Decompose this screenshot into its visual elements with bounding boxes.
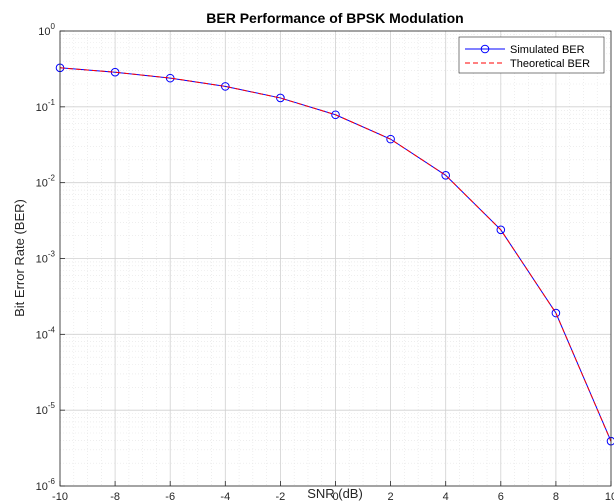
legend-marker-simulated: [480, 44, 490, 54]
x-axis-label: SNR (dB): [307, 486, 363, 501]
series-0-point: [331, 110, 340, 120]
ticks: 10-6 10-5 10-4 10-3 10-2 10-1 100 -10 -8 -6 -4 -2 0 2…: [36, 22, 614, 501]
legend-box: [458, 36, 605, 74]
series-line-1: [59, 67, 612, 442]
y-tick-label: 10-5: [36, 401, 56, 417]
grid: [59, 30, 612, 487]
chart-title: BER Performance of BPSK Modulation: [206, 10, 463, 26]
series-layer: [55, 63, 614, 446]
legend-label-theoretical: Theoretical BER: [510, 58, 590, 70]
series-0-point: [496, 225, 506, 235]
x-tick-label: 8: [553, 491, 559, 501]
series-0-point: [441, 171, 451, 180]
series-0-point: [276, 93, 285, 103]
y-tick-label: 100: [38, 22, 55, 38]
x-tick-label: 4: [443, 491, 449, 501]
x-tick-label: 0: [332, 491, 338, 501]
x-tick-label: -4: [220, 491, 230, 501]
legend: Simulated BER Theoretical BER: [458, 36, 605, 74]
x-tick-label: 6: [498, 491, 504, 501]
y-tick-label: 10-6: [36, 477, 56, 493]
y-tick-label: 10-2: [36, 174, 56, 190]
x-tick-label: -10: [52, 491, 68, 501]
x-tick-label: -6: [165, 491, 175, 501]
x-tick-label: 10: [605, 491, 614, 501]
x-tick-label: -8: [110, 491, 120, 501]
y-axis-label: Bit Error Rate (BER): [12, 199, 27, 317]
y-tick-label: 10-4: [36, 325, 56, 341]
y-tick-label: 10-1: [36, 98, 56, 114]
x-tick-label: -2: [276, 491, 286, 501]
series-0-point: [551, 308, 561, 318]
y-tick-label: 10-3: [36, 250, 56, 266]
legend-label-simulated: Simulated BER: [510, 44, 585, 56]
x-tick-label: 2: [388, 491, 394, 501]
series-0-point: [386, 134, 395, 144]
series-0-point: [221, 82, 230, 91]
